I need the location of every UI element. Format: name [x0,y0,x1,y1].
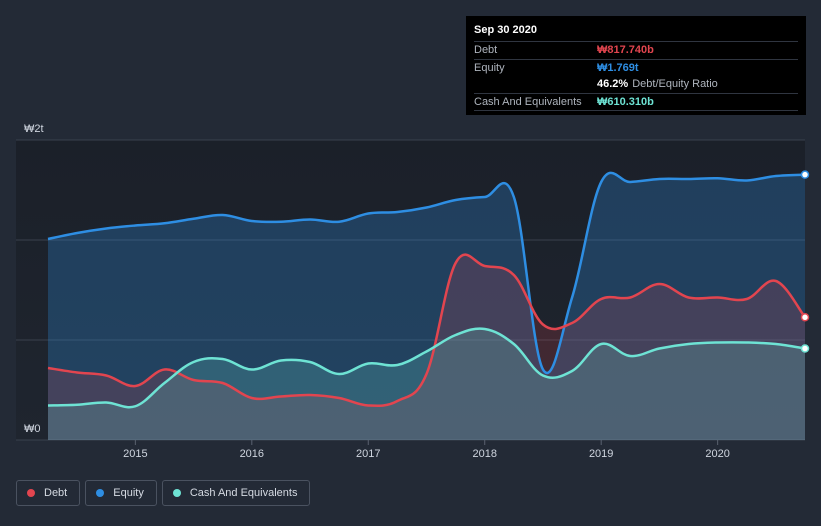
x-tick-label: 2020 [705,448,729,460]
x-tick-label: 2017 [356,448,380,460]
equity-endpoint[interactable] [800,170,810,179]
legend-equity-dot-icon [96,489,105,497]
cash-area [48,328,805,440]
debt-area [48,254,805,440]
tooltip-ratio-label: Debt/Equity Ratio [632,78,718,91]
debt-endpoint[interactable] [800,313,810,322]
legend-cash-label: Cash And Equivalents [189,487,298,499]
debt-line [47,253,807,408]
series-areas [48,172,805,440]
tooltip-row-equity: Equity ₩1.769t [474,58,798,77]
tooltip-equity-value: ₩1.769t [597,61,639,74]
legend-item-cash[interactable]: Cash And Equivalents [161,480,311,506]
tooltip-date: Sep 30 2020 [474,24,537,36]
tooltip-cash-label: Cash And Equivalents [474,95,582,108]
legend-item-debt[interactable]: Debt [16,480,81,506]
legend-debt-label: Debt [44,487,68,499]
tooltip-row-debt: Debt ₩817.740b [474,41,798,59]
tooltip-row-cash: Cash And Equivalents ₩610.310b [474,92,798,111]
cash-endpoint[interactable] [800,344,810,353]
x-tick-label: 2018 [472,448,496,460]
x-tick-label: 2015 [123,448,147,460]
equity-area [48,172,805,440]
cash-line [47,327,806,409]
x-tick-label: 2019 [589,448,613,460]
tooltip-ratio-value: 46.2% [597,78,629,91]
gridlines [16,139,805,441]
x-axis-ticks: 2015 2016 2017 2018 2019 2020 [123,440,730,460]
y-axis-bottom-label: ₩0 [24,423,41,435]
series-endpoints [800,170,810,353]
tooltip-cash-value: ₩610.310b [597,95,654,108]
tooltip-debt-label: Debt [474,44,498,57]
series-lines [47,171,807,409]
tooltip-equity-label: Equity [474,61,505,74]
y-axis-top-label: ₩2t [24,123,44,135]
legend-debt-dot-icon [27,489,35,497]
tooltip-debt-value: ₩817.740b [597,44,654,57]
data-tooltip: Sep 30 2020 Debt ₩817.740b Equity ₩1.769… [466,16,806,115]
chart-legend: Debt Equity Cash And Equivalents [16,480,315,506]
equity-line [47,171,806,374]
legend-item-equity[interactable]: Equity [85,480,157,506]
x-tick-label: 2016 [240,448,264,460]
legend-equity-label: Equity [113,487,144,499]
legend-cash-dot-icon [172,489,181,497]
tooltip-row-ratio: 46.2% Debt/Equity Ratio [474,76,798,93]
